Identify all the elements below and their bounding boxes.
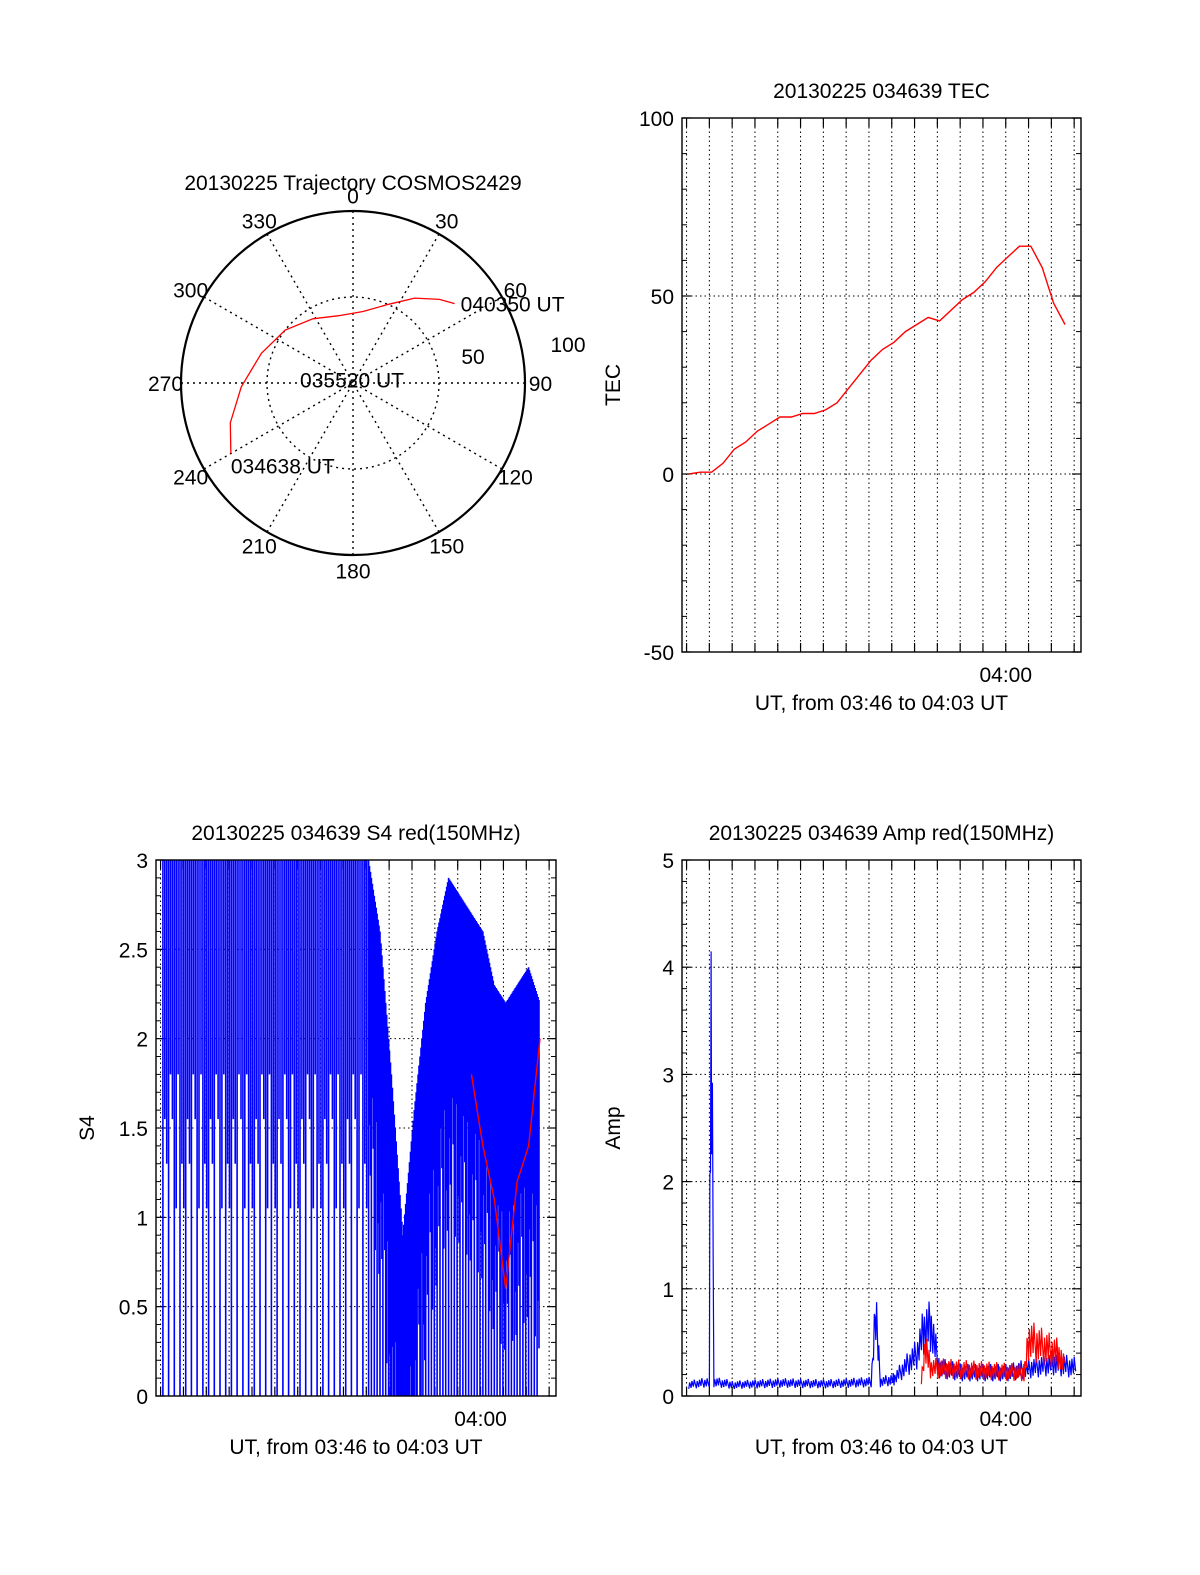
- polar-azimuth-label: 90: [529, 373, 552, 396]
- polar-annotation: 035520 UT: [300, 370, 404, 393]
- x-axis-label: UT, from 03:46 to 04:03 UT: [755, 1436, 1008, 1459]
- series-red-line: [920, 1322, 1065, 1385]
- y-tick-label: 50: [651, 286, 674, 309]
- polar-azimuth-label: 180: [335, 560, 370, 583]
- y-tick-label: 0.5: [119, 1297, 148, 1320]
- y-tick-label: 3: [662, 1064, 674, 1087]
- y-tick-label: 0: [662, 1386, 674, 1409]
- y-axis-label: TEC: [602, 364, 625, 406]
- polar-trajectory-line: [229, 297, 455, 454]
- x-tick-label: 04:00: [979, 1408, 1032, 1431]
- polar-radial-label: 100: [550, 334, 585, 357]
- polar-azimuth-label: 270: [148, 373, 183, 396]
- series-red-line: [470, 1038, 541, 1289]
- polar-annotation: 034638 UT: [231, 456, 335, 479]
- series-blue-strokes: [162, 860, 540, 1396]
- polar-azimuth-label: 30: [435, 211, 458, 234]
- y-tick-label: 1: [136, 1207, 148, 1230]
- y-axis-label: S4: [76, 1115, 99, 1141]
- x-tick-label: 04:00: [454, 1408, 507, 1431]
- y-tick-label: 1.5: [119, 1118, 148, 1141]
- x-axis-label: UT, from 03:46 to 04:03 UT: [755, 692, 1008, 715]
- y-tick-label: 2: [136, 1029, 148, 1052]
- s4-panel: 20130225 034639 S4 red(150MHz) 0 0.5 1 1.5 2 2…: [76, 822, 557, 1459]
- x-axis-label: UT, from 03:46 to 04:03 UT: [229, 1436, 482, 1459]
- polar-azimuth-label: 0: [347, 186, 359, 209]
- series-red-line: [688, 245, 1066, 475]
- polar-azimuth-label: 330: [242, 211, 277, 234]
- polar-azimuth-label: 60: [504, 279, 527, 302]
- polar-annotation: 040350 UT: [461, 294, 565, 317]
- chart-title: 20130225 034639 Amp red(150MHz): [709, 822, 1055, 845]
- polar-radial-label: 50: [461, 346, 484, 369]
- y-tick-label: 100: [639, 108, 674, 131]
- y-tick-label: -50: [644, 642, 674, 665]
- polar-outer-circle: [179, 209, 527, 557]
- tec-panel: 20130225 034639 TEC -50 0 50 100 04:00 UT, fro…: [602, 80, 1082, 715]
- series-blue-line: [688, 951, 1077, 1390]
- y-tick-label: 3: [136, 850, 148, 873]
- y-tick-label: 4: [662, 957, 674, 980]
- plot-frame: [681, 859, 1082, 1397]
- polar-azimuth-label: 240: [173, 467, 208, 490]
- y-tick-label: 5: [662, 850, 674, 873]
- amp-panel: 20130225 034639 Amp red(150MHz) 0 1 2 3 4 5 04:…: [602, 822, 1082, 1459]
- plot-frame: [681, 117, 1082, 653]
- y-tick-label: 1: [662, 1279, 674, 1302]
- y-axis-label: Amp: [602, 1106, 625, 1149]
- polar-azimuth-label: 300: [173, 279, 208, 302]
- y-tick-label: 0: [136, 1386, 148, 1409]
- y-tick-label: 2: [662, 1172, 674, 1195]
- chart-title: 20130225 034639 TEC: [773, 80, 990, 103]
- polar-azimuth-label: 150: [429, 535, 464, 558]
- chart-title: 20130225 034639 S4 red(150MHz): [191, 822, 520, 845]
- polar-azimuth-label: 120: [498, 467, 533, 490]
- polar-title: 20130225 Trajectory COSMOS2429: [184, 172, 521, 195]
- y-tick-label: 2.5: [119, 939, 148, 962]
- plot-frame: [155, 859, 557, 1397]
- x-tick-label: 04:00: [979, 664, 1032, 687]
- polar-azimuth-label: 210: [242, 535, 277, 558]
- y-tick-label: 0: [662, 464, 674, 487]
